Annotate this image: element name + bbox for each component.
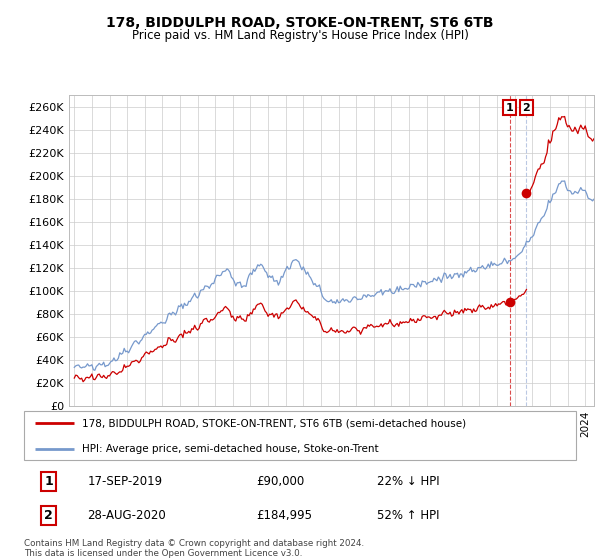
Text: 28-AUG-2020: 28-AUG-2020 (88, 509, 166, 522)
Text: Contains HM Land Registry data © Crown copyright and database right 2024.
This d: Contains HM Land Registry data © Crown c… (24, 539, 364, 558)
Text: 1: 1 (506, 102, 514, 113)
Text: £184,995: £184,995 (256, 509, 312, 522)
Text: 2: 2 (44, 509, 53, 522)
Text: 17-SEP-2019: 17-SEP-2019 (88, 475, 163, 488)
Text: 178, BIDDULPH ROAD, STOKE-ON-TRENT, ST6 6TB: 178, BIDDULPH ROAD, STOKE-ON-TRENT, ST6 … (106, 16, 494, 30)
Text: 22% ↓ HPI: 22% ↓ HPI (377, 475, 440, 488)
Text: 178, BIDDULPH ROAD, STOKE-ON-TRENT, ST6 6TB (semi-detached house): 178, BIDDULPH ROAD, STOKE-ON-TRENT, ST6 … (82, 418, 466, 428)
FancyBboxPatch shape (24, 411, 576, 460)
Text: Price paid vs. HM Land Registry's House Price Index (HPI): Price paid vs. HM Land Registry's House … (131, 29, 469, 42)
Text: 52% ↑ HPI: 52% ↑ HPI (377, 509, 440, 522)
Text: £90,000: £90,000 (256, 475, 304, 488)
Text: 1: 1 (44, 475, 53, 488)
Text: 2: 2 (523, 102, 530, 113)
Text: HPI: Average price, semi-detached house, Stoke-on-Trent: HPI: Average price, semi-detached house,… (82, 445, 379, 455)
